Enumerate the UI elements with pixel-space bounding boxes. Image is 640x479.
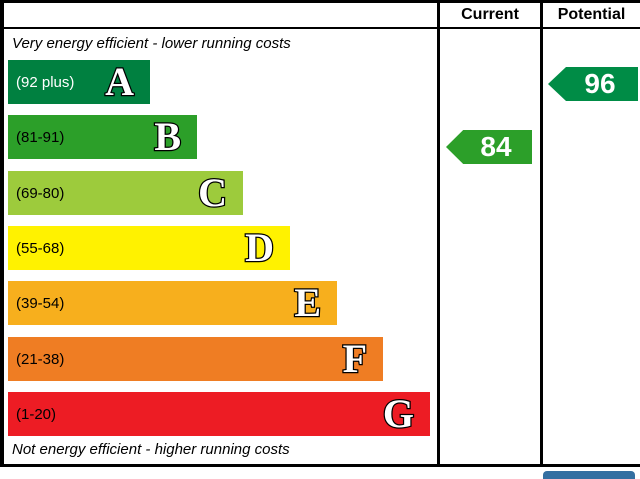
band-e-range-label: (39-54) (16, 294, 65, 312)
band-a-letter: A (104, 58, 135, 105)
band-d-bar: (55-68) D (8, 224, 290, 271)
band-g-bar: (1-20) G (8, 390, 430, 437)
band-c-range-label: (69-80) (16, 184, 65, 202)
potential-column-divider (540, 0, 543, 467)
current-rating-arrow: 84 (446, 130, 532, 164)
band-g-letter: G (382, 390, 416, 437)
current-column-divider (437, 0, 440, 467)
header-divider-line (0, 27, 640, 29)
band-g-range-label: (1-20) (16, 405, 57, 423)
eu-directive-logo-partial (543, 471, 635, 479)
current-column-header: Current (461, 6, 519, 23)
band-f-letter: F (341, 335, 368, 382)
band-f-bar: (21-38) F (8, 335, 383, 382)
chart-left-border (0, 0, 4, 467)
chart-top-border (0, 0, 640, 3)
bottom-caption: Not energy efficient - higher running co… (12, 441, 290, 458)
potential-column-header: Potential (557, 6, 626, 23)
band-b-range-label: (81-91) (16, 128, 65, 146)
current-rating-value: 84 (480, 131, 512, 162)
band-e-letter: E (293, 279, 322, 326)
band-d-letter: D (244, 224, 275, 271)
band-b-letter: B (153, 113, 182, 160)
band-f-range-label: (21-38) (16, 350, 65, 368)
band-a-bar: (92 plus) A (8, 58, 150, 105)
potential-rating-value: 96 (584, 68, 616, 99)
band-b-bar: (81-91) B (8, 113, 197, 160)
band-c-letter: C (197, 169, 228, 216)
band-d-range-label: (55-68) (16, 239, 65, 257)
band-a-range-label: (92 plus) (16, 73, 75, 91)
band-e-bar: (39-54) E (8, 279, 337, 326)
band-c-bar: (69-80) C (8, 169, 243, 216)
chart-bottom-border (0, 464, 640, 467)
potential-rating-arrow: 96 (548, 67, 638, 101)
top-caption: Very energy efficient - lower running co… (12, 35, 291, 52)
